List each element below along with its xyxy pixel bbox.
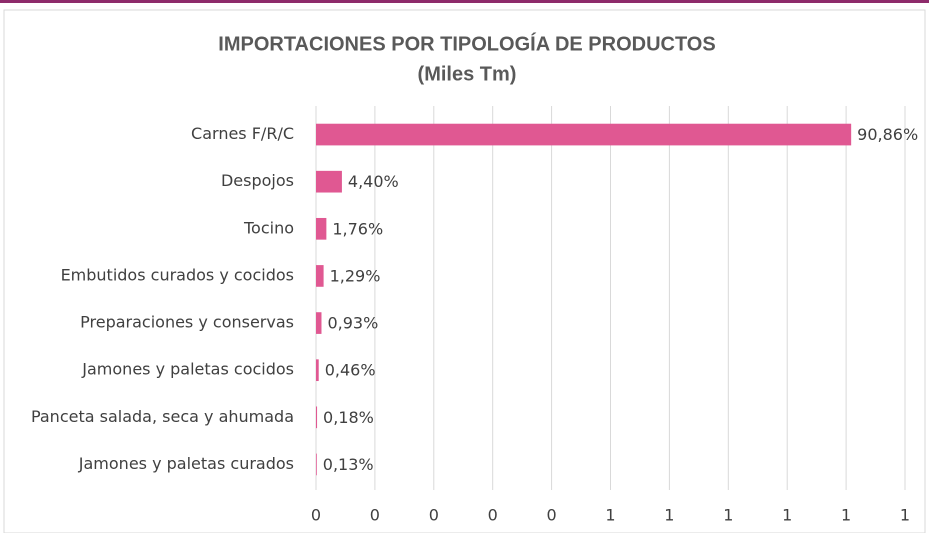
chart-subtitle: (Miles Tm) bbox=[418, 63, 517, 85]
y-tick-label: Despojos bbox=[221, 171, 294, 190]
y-tick-label: Tocino bbox=[243, 218, 294, 237]
data-label: 0,46% bbox=[325, 361, 376, 380]
y-tick-label: Panceta salada, seca y ahumada bbox=[31, 407, 294, 426]
x-tick-label: 0 bbox=[488, 506, 498, 525]
x-tick-label: 1 bbox=[900, 506, 910, 525]
x-tick-label: 1 bbox=[782, 506, 792, 525]
y-tick-label: Jamones y paletas cocidos bbox=[81, 360, 294, 379]
data-label: 1,29% bbox=[330, 266, 381, 285]
y-tick-label: Jamones y paletas curados bbox=[78, 454, 294, 473]
x-tick-label: 1 bbox=[841, 506, 851, 525]
data-label: 1,76% bbox=[332, 219, 383, 238]
top-strip bbox=[0, 0, 929, 3]
x-tick-label: 0 bbox=[311, 506, 321, 525]
bar bbox=[316, 312, 322, 334]
bar bbox=[316, 170, 342, 193]
y-tick-label: Preparaciones y conservas bbox=[80, 313, 294, 332]
data-label: 0,93% bbox=[327, 314, 378, 333]
bar bbox=[316, 406, 318, 429]
x-tick-label: 0 bbox=[429, 506, 439, 525]
y-tick-label: Carnes F/R/C bbox=[191, 124, 294, 143]
y-tick-label: Embutidos curados y cocidos bbox=[61, 265, 294, 284]
data-label: 90,86% bbox=[857, 125, 918, 144]
data-label: 0,18% bbox=[323, 408, 374, 427]
bar bbox=[316, 217, 327, 240]
x-tick-label: 0 bbox=[370, 506, 380, 525]
data-label: 0,13% bbox=[323, 455, 374, 474]
bar bbox=[316, 123, 852, 146]
x-tick-label: 1 bbox=[605, 506, 615, 525]
x-tick-label: 1 bbox=[723, 506, 733, 525]
bar bbox=[316, 265, 324, 287]
bar bbox=[316, 359, 319, 382]
chart-title: IMPORTACIONES POR TIPOLOGÍA DE PRODUCTOS bbox=[218, 32, 715, 55]
x-tick-label: 0 bbox=[547, 506, 557, 525]
bar bbox=[316, 453, 317, 476]
chart-frame bbox=[3, 9, 926, 533]
data-label: 4,40% bbox=[348, 172, 399, 191]
x-tick-label: 1 bbox=[664, 506, 674, 525]
